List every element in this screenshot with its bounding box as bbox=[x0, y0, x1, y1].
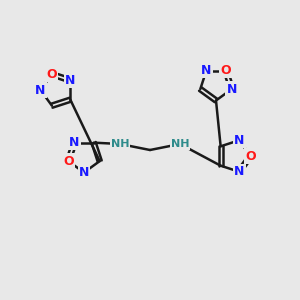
Text: N: N bbox=[201, 64, 211, 77]
Text: O: O bbox=[220, 64, 231, 77]
Text: N: N bbox=[234, 165, 244, 178]
Text: O: O bbox=[245, 149, 256, 163]
Text: N: N bbox=[69, 136, 80, 149]
Text: O: O bbox=[63, 154, 74, 168]
Text: O: O bbox=[46, 68, 57, 81]
Text: N: N bbox=[65, 74, 76, 87]
Text: NH: NH bbox=[111, 139, 129, 149]
Text: N: N bbox=[226, 82, 237, 96]
Text: N: N bbox=[35, 83, 46, 97]
Text: NH: NH bbox=[171, 139, 189, 149]
Text: N: N bbox=[234, 134, 244, 147]
Text: N: N bbox=[79, 166, 89, 179]
